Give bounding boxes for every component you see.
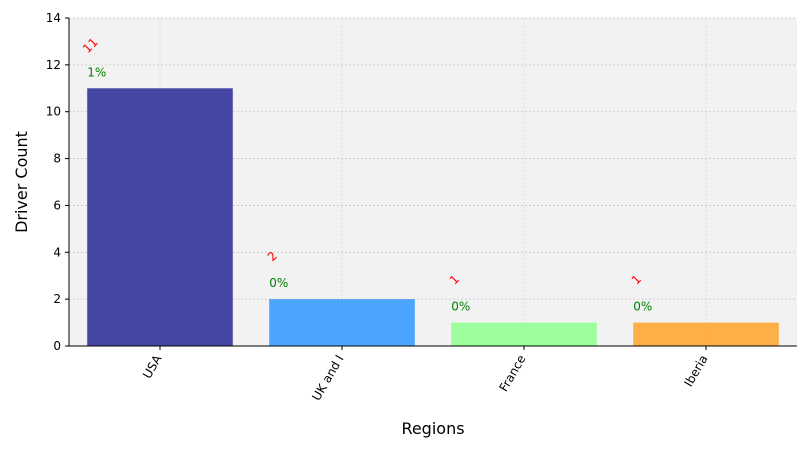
x-tick-label: USA — [140, 352, 165, 381]
x-tick-label: Iberia — [681, 353, 710, 390]
percent-label: 1% — [87, 65, 106, 79]
y-tick-label: 0 — [53, 339, 61, 353]
x-tick-label: UK and I — [309, 353, 346, 404]
bar-1 — [269, 299, 415, 346]
y-axis-title: Driver Count — [12, 131, 31, 233]
y-tick-label: 14 — [46, 11, 61, 25]
bar-2 — [451, 322, 597, 346]
x-tick-labels: USA UK and I France Iberia — [140, 352, 711, 403]
percent-label: 0% — [633, 300, 652, 314]
x-tick-label: France — [497, 353, 529, 395]
y-tick-label: 12 — [46, 58, 61, 72]
y-tick-label: 6 — [53, 198, 61, 212]
bars-group — [87, 88, 779, 347]
y-tick-label: 10 — [46, 105, 61, 119]
x-axis-title: Regions — [401, 419, 464, 438]
y-tick-label: 4 — [53, 245, 61, 259]
y-tick-label: 2 — [53, 292, 61, 306]
y-tick-labels: 0 2 4 6 8 10 12 14 — [46, 11, 61, 353]
axes — [65, 17, 797, 350]
percent-label: 0% — [451, 300, 470, 314]
bar-0 — [87, 88, 233, 347]
percent-label: 0% — [269, 276, 288, 290]
y-tick-label: 8 — [53, 152, 61, 166]
bar-3 — [633, 322, 779, 346]
